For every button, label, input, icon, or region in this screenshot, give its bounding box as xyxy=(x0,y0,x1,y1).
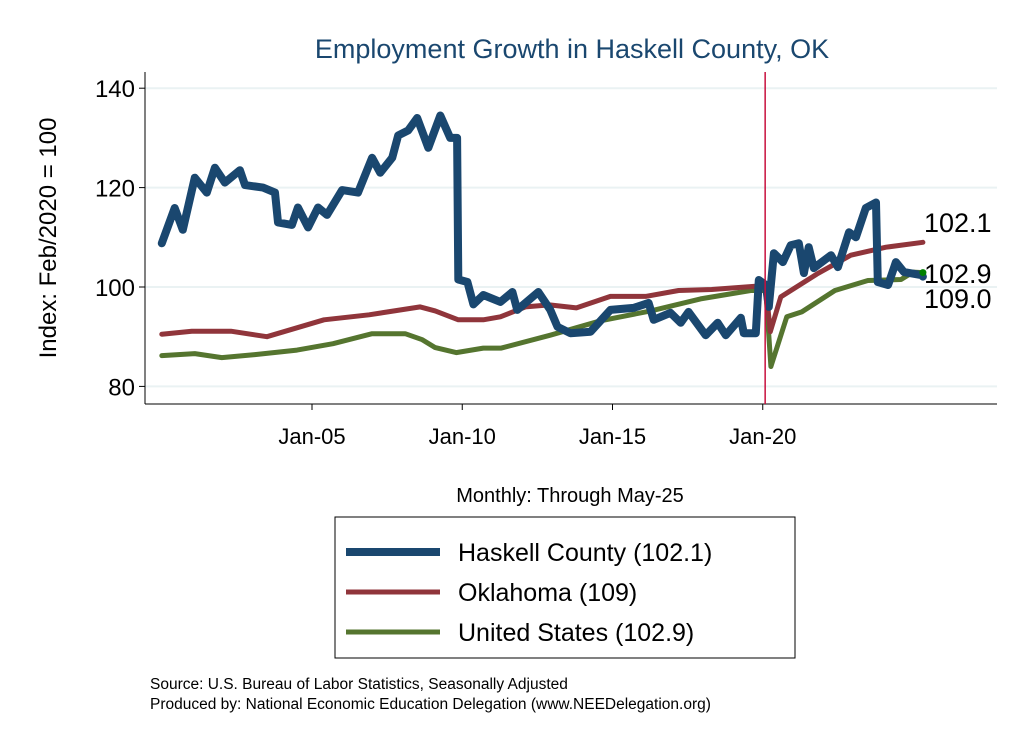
x-tick-label: Jan-20 xyxy=(729,424,796,449)
y-axis-label: Index: Feb/2020 = 100 xyxy=(35,118,62,359)
y-tick-label: 100 xyxy=(95,275,135,302)
x-tick-label: Jan-10 xyxy=(429,424,496,449)
series-lines xyxy=(157,72,927,404)
series-line-united-states xyxy=(159,269,926,369)
x-axis-label: Monthly: Through May-25 xyxy=(456,485,684,507)
end-label: 109.0 xyxy=(924,284,992,314)
y-tick-label: 140 xyxy=(95,76,135,103)
source-note: Source: U.S. Bureau of Labor Statistics,… xyxy=(150,676,568,693)
axes: 80 100 120 140 Jan-05 Jan-10 Jan-15 Jan-20 xyxy=(95,72,997,449)
x-tick-label: Jan-15 xyxy=(579,424,646,449)
x-tick-label: Jan-05 xyxy=(278,424,345,449)
y-tick-label: 80 xyxy=(108,374,135,401)
series-line-oklahoma xyxy=(159,239,926,340)
y-tick-label: 120 xyxy=(95,176,135,203)
legend-label: United States (102.9) xyxy=(458,619,694,647)
legend: Haskell County (102.1) Oklahoma (109) Unit… xyxy=(334,516,796,659)
producer-note: Produced by: National Economic Education… xyxy=(150,696,711,713)
end-marker xyxy=(919,269,927,277)
chart-title: Employment Growth in Haskell County, OK xyxy=(315,34,829,64)
legend-label: Haskell County (102.1) xyxy=(458,539,712,567)
end-label: 102.1 xyxy=(924,208,992,238)
end-label: 102.9 xyxy=(924,259,992,289)
series-line-haskell-county xyxy=(157,111,927,340)
gridlines xyxy=(145,87,997,388)
legend-label: Oklahoma (109) xyxy=(458,579,637,607)
